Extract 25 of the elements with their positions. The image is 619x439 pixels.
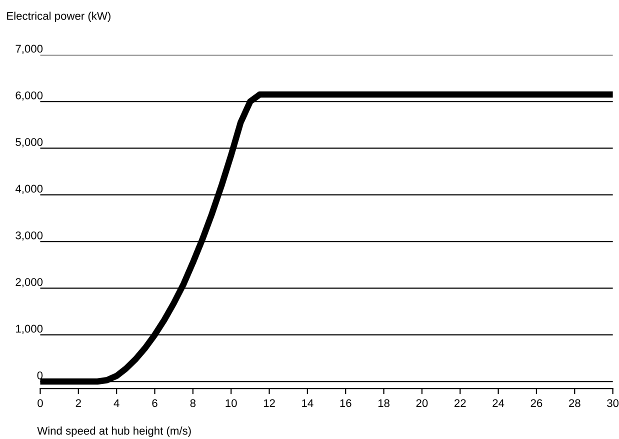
x-tick-label: 2 [76,399,81,407]
x-axis-title: Wind speed at hub height (m/s) [37,426,191,437]
x-tick-label: 22 [454,399,466,407]
y-tick-label: 1,000 [16,324,43,334]
x-tick-label: 20 [416,399,428,408]
x-tick-label: 24 [492,399,504,407]
y-axis-title: Electrical power (kW) [7,12,110,22]
y-tick-label: 2,000 [16,278,43,288]
x-tick-label: 12 [264,399,275,407]
x-tick-label: 4 [114,399,120,407]
y-tick-label: 3,000 [16,231,43,241]
x-tick-label: 18 [378,399,390,408]
y-tick-label: 4,000 [15,184,43,194]
y-tick-label: 5,000 [16,138,43,148]
x-tick-label: 10 [226,399,237,408]
x-tick-label: 30 [607,399,619,408]
x-tick-label: 8 [190,399,196,408]
x-tick-label: 6 [152,399,158,408]
x-tick-label: 26 [530,399,542,408]
x-tick-label: 14 [302,399,314,407]
y-tick-label: 7,000 [16,44,43,54]
x-tick-label: 28 [569,399,580,408]
y-tick-label: 0 [37,371,43,380]
x-tick-label: 16 [340,399,352,408]
y-tick-label: 6,000 [16,91,43,101]
